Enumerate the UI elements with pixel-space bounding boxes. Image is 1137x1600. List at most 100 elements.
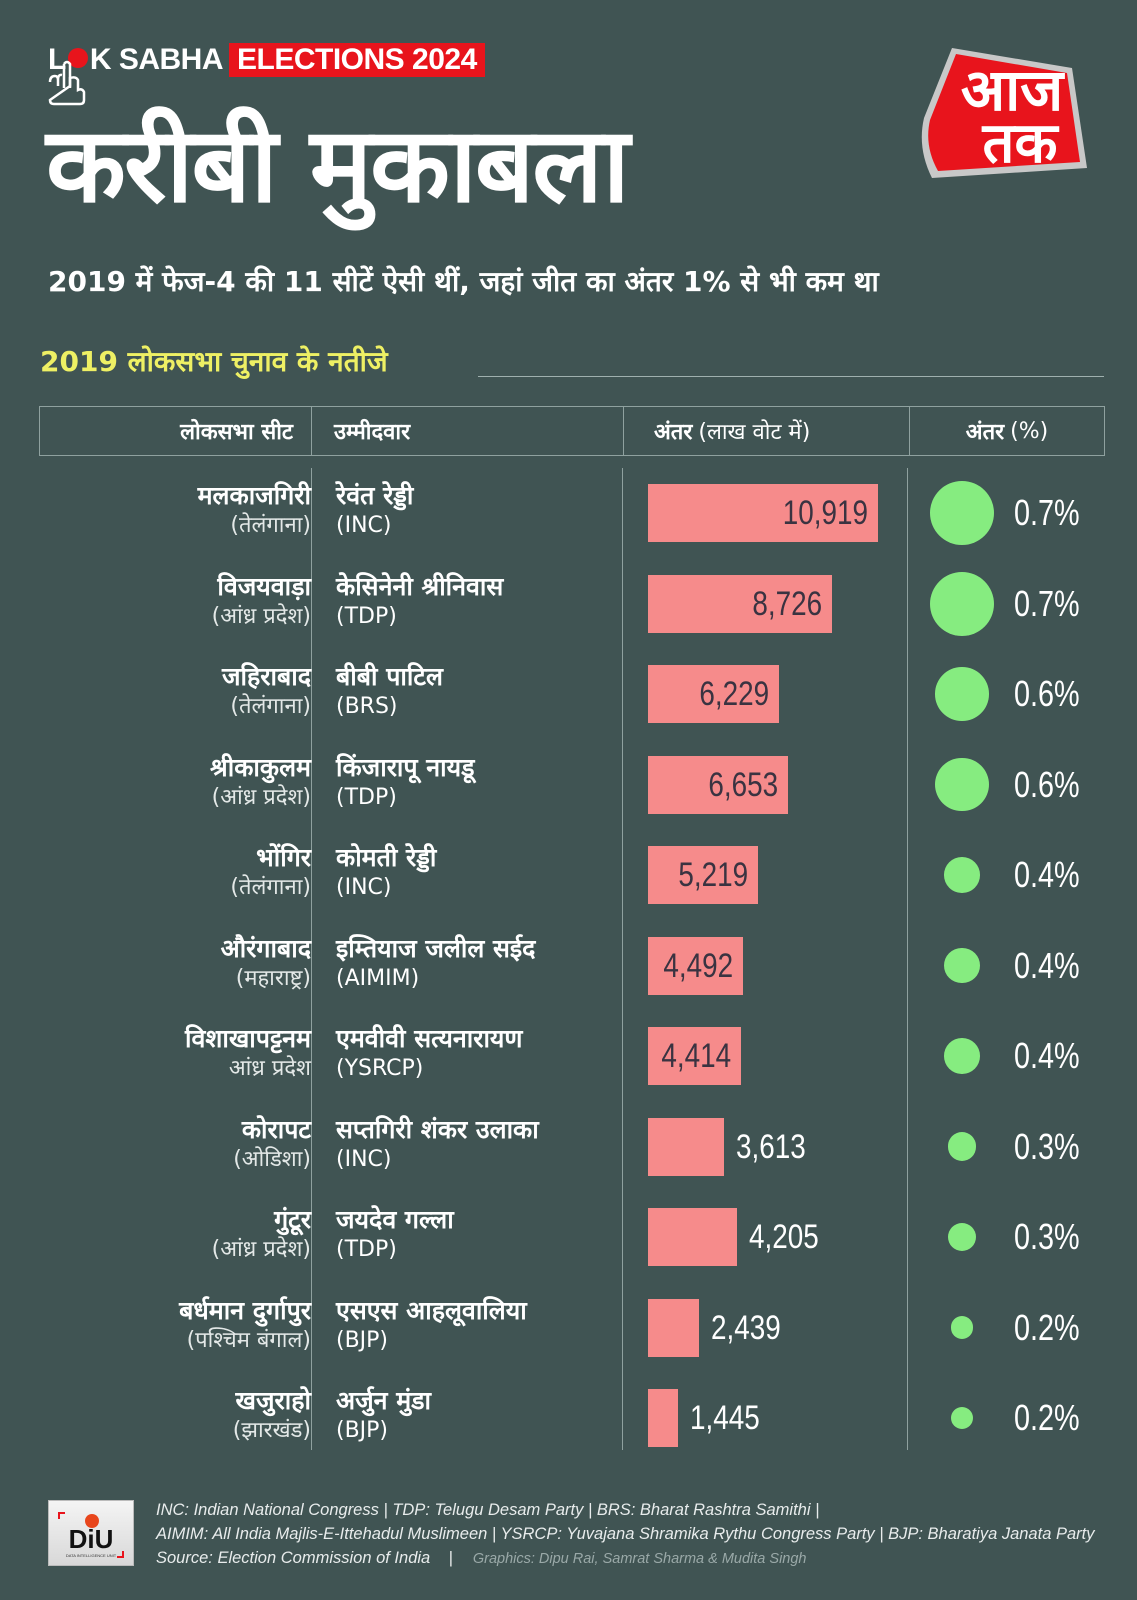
seat-cell: बर्धमान दुर्गापुर (पश्चिम बंगाल) [179, 1295, 311, 1355]
seat-cell: भोंगिर (तेलंगाना) [230, 842, 311, 902]
brand-elections-2024: ELECTIONS 2024 [229, 43, 485, 77]
margin-percent-bubble [947, 1132, 977, 1161]
margin-percent-bubble [935, 757, 989, 812]
aaj-tak-logo: आज तक [921, 48, 1087, 178]
seat-name: श्रीकाकुलम [210, 752, 311, 782]
candidate-name: कोमती रेड्डी [336, 843, 437, 872]
footer-notes: INC: Indian National Congress | TDP: Tel… [156, 1498, 1094, 1571]
candidate-party: (INC) [336, 1146, 392, 1172]
candidate-cell: केसिनेनी श्रीनिवास (TDP) [336, 571, 503, 631]
table-row: औरंगाबाद (महाराष्ट्र) इम्तियाज जलील सईद (AI… [0, 921, 1137, 1012]
margin-percent-label: 0.3% [1014, 1125, 1080, 1167]
seat-name: बर्धमान दुर्गापुर [179, 1295, 311, 1325]
candidate-party: (BRS) [336, 694, 398, 719]
margin-bar [648, 1208, 737, 1266]
seat-name: भोंगिर [256, 843, 311, 872]
voting-finger-icon [48, 60, 86, 106]
margin-percent-label: 0.2% [1014, 1397, 1080, 1438]
candidate-party: (TDP) [336, 1237, 397, 1262]
candidate-name: रेवंत रेड्डी [336, 481, 414, 510]
margin-bar-label: 5,219 [678, 856, 748, 894]
margin-bar-label: 6,653 [708, 765, 778, 804]
margin-bar [648, 484, 878, 542]
seat-header-label: लोकसभा सीट [180, 420, 293, 445]
main-title: करीबी मुकाबला [46, 104, 630, 226]
margin-bar [648, 846, 758, 904]
seat-name: जहिराबाद [221, 662, 311, 691]
margin-bar [648, 755, 788, 814]
margin-percent-bubble [944, 947, 980, 984]
column-header-candidate: उम्मीदवार [312, 407, 624, 455]
margin-percent-bubble [930, 481, 994, 545]
column-divider [311, 468, 312, 1450]
seat-cell: श्रीकाकुलम (आंध्र प्रदेश) [210, 752, 311, 812]
margin-bar-label: 1,445 [690, 1399, 760, 1437]
seat-name: खजुराहो [235, 1386, 311, 1415]
candidate-name: किंजारापू नायडू [336, 752, 475, 782]
seat-state: (आंध्र प्रदेश) [211, 603, 311, 629]
seat-name: औरंगाबाद [220, 933, 311, 963]
candidate-cell: रेवंत रेड्डी (INC) [336, 480, 413, 540]
logo-text-tak: तक [982, 111, 1060, 176]
margin-bar-label: 3,613 [736, 1127, 806, 1166]
margin-bar [648, 574, 832, 633]
candidate-party: (INC) [336, 875, 392, 900]
margin-percent-label: 0.7% [1014, 582, 1080, 624]
section-title: 2019 लोकसभा चुनाव के नतीजे [40, 345, 388, 378]
seat-state: आंध्र प्रदेश [228, 1056, 311, 1081]
subtitle: 2019 में फेज-4 की 11 सीटें ऐसी थीं, जहां… [48, 265, 879, 298]
margin-bar [648, 665, 779, 723]
margin-percent-label: 0.2% [1014, 1306, 1080, 1348]
candidate-name: एसएस आहलूवालिया [336, 1295, 527, 1325]
candidate-party: (BJP) [336, 1327, 389, 1353]
diu-logo-caption: DATA INTELLIGENCE UNIT [66, 1553, 117, 1558]
table-row: खजुराहो (झारखंड) अर्जुन मुंडा (BJP) 1,445 0.2… [0, 1373, 1137, 1464]
candidate-cell: किंजारापू नायडू (TDP) [336, 752, 475, 812]
footer-abbreviations-line1: INC: Indian National Congress | TDP: Tel… [156, 1501, 820, 1519]
diu-logo: DiU DATA INTELLIGENCE UNIT [48, 1500, 134, 1566]
margin-percent-label: 0.6% [1014, 673, 1080, 714]
brand-k-sabha: K SABHA [89, 43, 224, 76]
table-row: विशाखापट्टनम आंध्र प्रदेश एमवीवी सत्यनाराय… [0, 1011, 1137, 1102]
brand-letter-l: L [48, 43, 66, 76]
margin-percent-bubble [947, 1222, 977, 1252]
margin-percent-bubble [950, 1406, 974, 1430]
margin-percent-bubble [944, 1038, 980, 1074]
seat-state: (तेलंगाना) [230, 875, 311, 900]
margin-bar-label: 8,726 [752, 584, 822, 623]
logo-text-aaj: आज [961, 56, 1065, 124]
seat-cell: विजयवाड़ा (आंध्र प्रदेश) [212, 571, 311, 631]
seat-name: कोरापट [241, 1114, 311, 1144]
seat-state: (तेलंगाना) [230, 513, 311, 538]
candidate-party: (TDP) [336, 784, 397, 810]
table-row: जहिराबाद (तेलंगाना) बीबी पाटिल (BRS) 6,229 0.… [0, 649, 1137, 740]
margin-percent-bubble [944, 857, 980, 893]
candidate-cell: एमवीवी सत्यनारायण (YSRCP) [336, 1023, 523, 1083]
seat-cell: कोरापट (ओडिशा) [233, 1114, 311, 1174]
margin-bar-label: 4,492 [663, 946, 733, 985]
candidate-party: (INC) [336, 513, 392, 538]
candidate-cell: एसएस आहलूवालिया (BJP) [336, 1295, 527, 1355]
candidate-cell: अर्जुन मुंडा (BJP) [336, 1385, 431, 1445]
lok-sabha-elections-brand: L K SABHA ELECTIONS 2024 [48, 42, 485, 78]
seat-state: (झारखंड) [232, 1418, 311, 1443]
candidate-cell: जयदेव गल्ला (TDP) [336, 1204, 454, 1264]
footer-source: Source: Election Commission of India | [156, 1549, 453, 1567]
seat-cell: औरंगाबाद (महाराष्ट्र) [221, 933, 311, 993]
candidate-party: (YSRCP) [336, 1056, 424, 1081]
candidate-name: अर्जुन मुंडा [336, 1386, 432, 1415]
table-row: विजयवाड़ा (आंध्र प्रदेश) केसिनेनी श्रीनिवा… [0, 559, 1137, 650]
footer-source-line: Source: Election Commission of India | Gr… [156, 1546, 1094, 1571]
margin-percent-label: 0.7% [1014, 492, 1080, 533]
margin-percent-label: 0.6% [1014, 763, 1080, 805]
candidate-party: (TDP) [336, 603, 397, 629]
margin-bar-label: 2,439 [711, 1308, 781, 1347]
margin-bar [648, 1298, 699, 1357]
margin-percent-label: 0.4% [1014, 854, 1080, 895]
candidate-name: बीबी पाटिल [336, 662, 443, 691]
ink-dot-icon [67, 48, 88, 68]
margin-percent-bubble [950, 1316, 974, 1339]
table-row: कोरापट (ओडिशा) सप्तगिरी शंकर उलाका (INC) 3,6… [0, 1102, 1137, 1193]
section-divider [478, 376, 1104, 377]
margin-percent-label: 0.4% [1014, 944, 1080, 986]
